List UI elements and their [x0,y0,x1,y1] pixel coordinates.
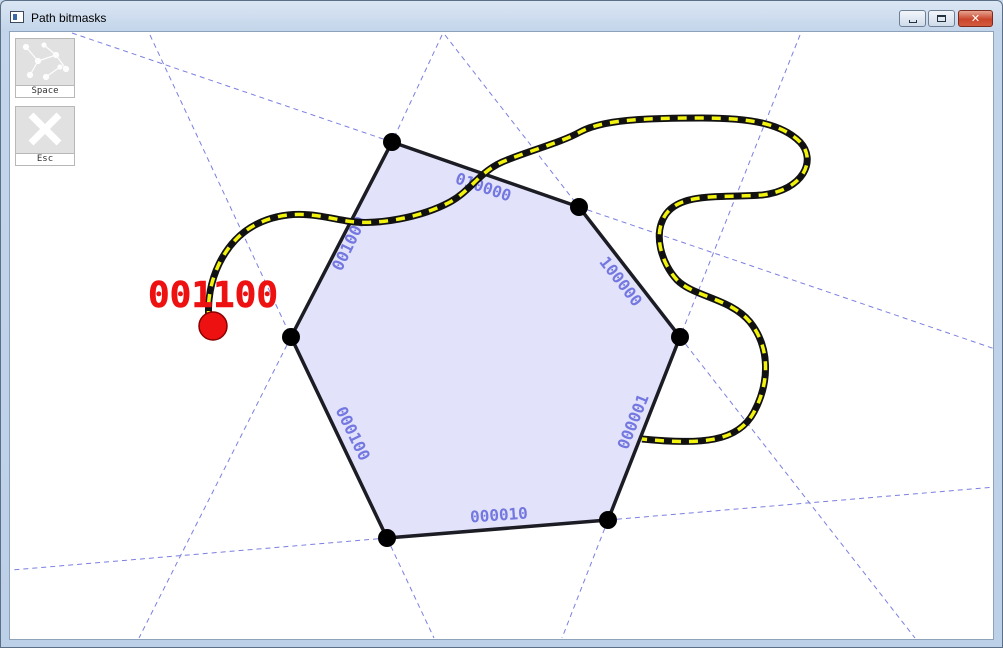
vertex-handle[interactable] [378,529,396,547]
space-button-label: Space [16,85,74,97]
graph-network-icon [22,42,70,81]
esc-button[interactable]: Esc [15,106,75,166]
guide-line [138,336,292,639]
guide-line [391,34,443,143]
edge-label: 000010 [469,504,528,527]
drawing-area[interactable]: 010000 100000 000001 000010 000100 00100… [9,31,994,640]
guide-line [149,34,292,338]
guide-lines [11,32,993,639]
vertex-handle[interactable] [599,511,617,529]
vertex-handle[interactable] [671,328,689,346]
winding-path[interactable] [204,114,811,446]
vertex-handle[interactable] [383,133,401,151]
close-button[interactable]: ✕ [958,10,993,27]
guide-line [561,519,609,639]
path-start-marker[interactable] [198,311,228,341]
maximize-icon [937,15,946,22]
close-icon: ✕ [970,12,981,25]
guide-line [679,336,916,639]
guide-line [386,537,435,639]
guide-line [679,34,801,338]
minimize-button[interactable] [899,10,926,27]
esc-button-label: Esc [16,153,74,165]
window-title: Path bitmasks [31,11,107,25]
hexagon[interactable] [289,140,682,540]
current-mask-label: 001100 [148,275,278,316]
app-icon [10,11,24,23]
guide-line [444,34,580,208]
canvas[interactable]: 010000 100000 000001 000010 000100 00100… [10,32,994,640]
guide-line [71,32,393,143]
guide-line [11,537,388,571]
vertex-handle[interactable] [570,198,588,216]
guide-line [578,206,993,349]
minimize-icon [908,20,917,23]
vertex-handle[interactable] [282,328,300,346]
space-button[interactable]: Space [15,38,75,98]
vertices [282,133,689,547]
maximize-button[interactable] [928,10,955,27]
close-x-icon [28,112,62,146]
title-bar[interactable]: Path bitmasks ✕ [1,1,1002,31]
guide-line [607,486,993,521]
